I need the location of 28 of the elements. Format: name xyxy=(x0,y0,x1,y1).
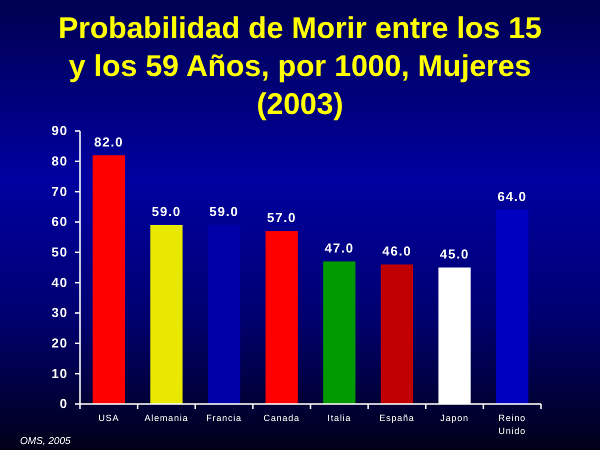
data-label: 64.0 xyxy=(498,188,527,204)
y-tick-label: 0 xyxy=(60,396,68,412)
y-tick-label: 70 xyxy=(52,184,68,199)
data-label: 59.0 xyxy=(209,204,239,220)
y-tick-label: 40 xyxy=(52,274,68,290)
y-tick-label: 80 xyxy=(52,153,68,168)
data-label: 82.0 xyxy=(94,134,124,150)
y-tick-label: 60 xyxy=(52,214,68,230)
x-tick-label: USA xyxy=(98,413,120,423)
x-tick-label: Canada xyxy=(264,413,300,423)
data-label: 45.0 xyxy=(440,246,470,262)
text: OMS, 2005 xyxy=(20,436,72,447)
chart-title: Probabilidad de Morir entre los 15 y los 59 Años, por 1000, Mujeres (2003) xyxy=(58,12,542,121)
y-tick-label: 90 xyxy=(52,123,68,138)
x-tick-label: Alemania xyxy=(144,413,188,423)
y-tick-label: 50 xyxy=(52,244,68,260)
data-label: 59.0 xyxy=(152,204,182,220)
y-tick-label: 20 xyxy=(52,335,68,350)
x-tick-label: España xyxy=(379,413,415,423)
y-tick-label: 10 xyxy=(52,366,68,381)
x-tick-label: Reino Unido xyxy=(498,413,526,436)
data-label: 57.0 xyxy=(267,210,296,226)
data-label: 46.0 xyxy=(382,243,412,258)
x-tick-label: Japon xyxy=(440,413,469,423)
data-label: 47.0 xyxy=(324,240,354,256)
x-tick-label: Francia xyxy=(206,413,242,423)
y-tick-label: 30 xyxy=(52,305,68,320)
x-tick-label: Italia xyxy=(327,413,352,423)
